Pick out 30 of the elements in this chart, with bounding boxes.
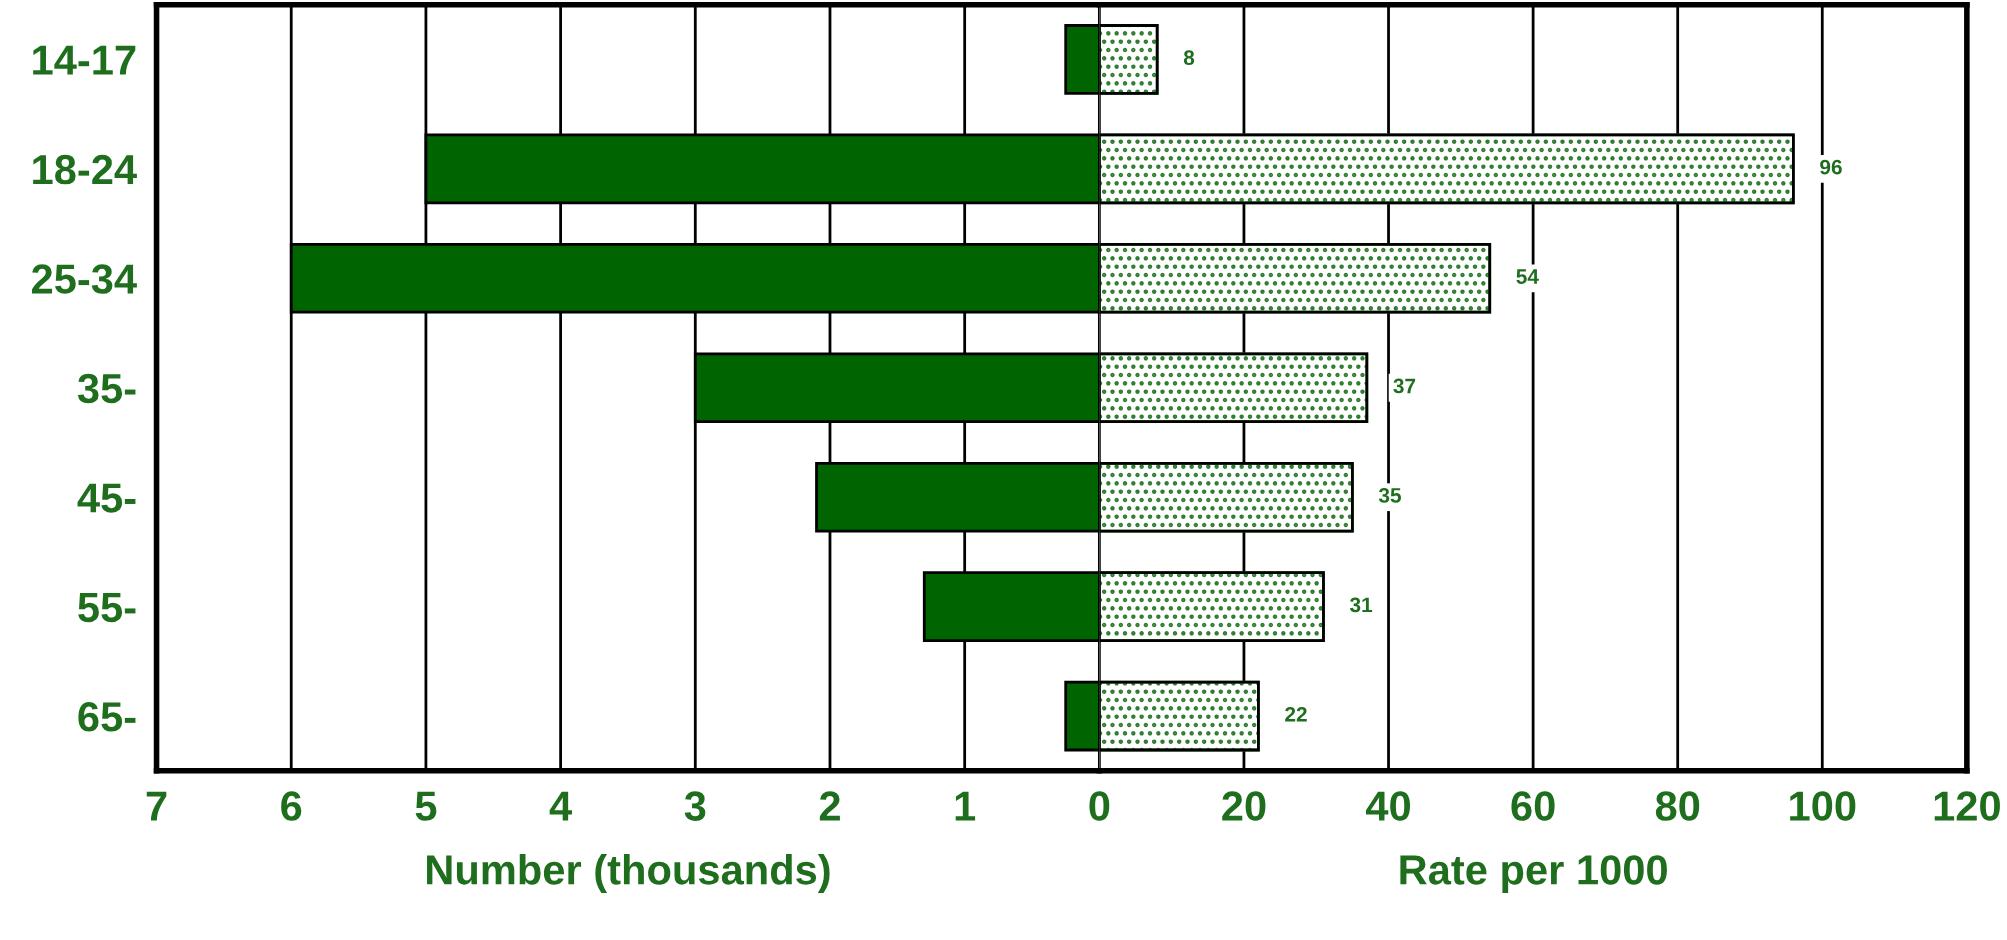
x-tick-label: 7	[146, 791, 167, 821]
data-label: 31	[1349, 597, 1373, 613]
x-tick-label: 100	[1790, 791, 1856, 821]
data-label: 8	[1183, 50, 1195, 66]
y-tick-label: 18-24	[33, 154, 137, 185]
x-axis-title: Rate per 1000	[1400, 855, 1667, 893]
data-label: 37	[1393, 378, 1416, 394]
y-tick-label: 45-	[77, 483, 136, 513]
x-tick-label: 1	[955, 791, 976, 821]
x-tick-label: 5	[415, 791, 437, 821]
data-label: 54	[1516, 269, 1539, 284]
x-tick-label: 60	[1511, 791, 1555, 821]
data-label: 96	[1820, 159, 1842, 175]
y-tick-label: 35-	[77, 373, 136, 404]
x-tick-label: 6	[281, 791, 302, 821]
x-tick-label: 3	[684, 791, 706, 821]
data-label: 22	[1285, 706, 1307, 722]
y-tick-label: 25-34	[31, 264, 137, 294]
x-tick-label: 120	[1934, 791, 2000, 821]
x-tick-label: 40	[1365, 791, 1410, 821]
y-tick-label: 55-	[78, 593, 136, 623]
x-tick-label: 80	[1655, 791, 1700, 821]
x-tick-label: 0	[1089, 791, 1110, 821]
x-tick-label: 4	[549, 791, 572, 821]
x-tick-label: 20	[1222, 791, 1266, 821]
y-tick-label: 14-17	[33, 45, 136, 75]
y-tick-label: 65-	[78, 702, 136, 732]
x-axis-title: Number (thousands)	[427, 854, 830, 893]
x-tick-label: 2	[819, 791, 840, 821]
data-label: 35	[1378, 488, 1401, 503]
